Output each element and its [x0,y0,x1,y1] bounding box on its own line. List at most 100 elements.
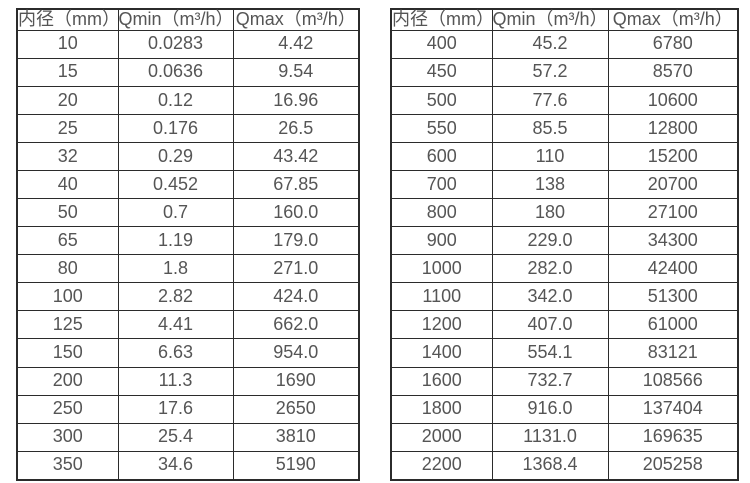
table-cell: 20 [16,85,119,115]
table-cell: 61000 [607,310,739,340]
table-cell: 732.7 [491,366,609,396]
table-row: 800 180 27100 [390,198,739,228]
table-row: 150 6.63 954.0 [16,338,360,368]
table-cell: 1131.0 [491,422,609,452]
table-cell: 250 [16,394,119,424]
table-cell: 4.41 [117,310,234,340]
table-cell: 25.4 [117,422,234,452]
table-cell: 6780 [607,29,739,59]
table-row: 2200 1368.4 205258 [390,450,739,481]
column-header: Qmin（m³/h） [491,8,609,31]
table-row: 1100 342.0 51300 [390,282,739,312]
table-cell: 1100 [390,282,493,312]
table-row: 10 0.0283 4.42 [16,29,360,59]
table-cell: 2650 [232,394,360,424]
table-cell: 229.0 [491,226,609,256]
table-row: 700 138 20700 [390,170,739,200]
table-cell: 100 [16,282,119,312]
header-row: 内径（mm） Qmin（m³/h） Qmax（m³/h） [390,8,739,31]
table-cell: 10600 [607,85,739,115]
table-cell: 34300 [607,226,739,256]
table-row: 200 11.3 1690 [16,366,360,396]
table-cell: 40 [16,170,119,200]
table-cell: 0.0636 [117,57,234,87]
table-row: 500 77.6 10600 [390,85,739,115]
table-cell: 43.42 [232,142,360,172]
table-cell: 0.452 [117,170,234,200]
table-cell: 342.0 [491,282,609,312]
table-row: 550 85.5 12800 [390,113,739,144]
table-cell: 1690 [232,366,360,396]
table-cell: 400 [390,29,493,59]
table-row: 32 0.29 43.42 [16,142,360,172]
table-cell: 200 [16,366,119,396]
table-row: 80 1.8 271.0 [16,254,360,284]
column-header: Qmax（m³/h） [607,8,739,31]
table-cell: 51300 [607,282,739,312]
table-cell: 1200 [390,310,493,340]
table-row: 50 0.7 160.0 [16,198,360,228]
table-cell: 0.0283 [117,29,234,59]
table-cell: 0.12 [117,85,234,115]
table-cell: 45.2 [491,29,609,59]
table-row: 65 1.19 179.0 [16,226,360,256]
table-cell: 954.0 [232,338,360,368]
table-cell: 27100 [607,198,739,228]
table-row: 100 2.82 424.0 [16,282,360,312]
table-cell: 662.0 [232,310,360,340]
flow-rate-table-large-diameters: 内径（mm） Qmin（m³/h） Qmax（m³/h） 400 45.2 6780 45… [390,8,739,481]
table-row: 1200 407.0 61000 [390,310,739,340]
table-cell: 1368.4 [491,450,609,481]
table-cell: 179.0 [232,226,360,256]
table-cell: 450 [390,57,493,87]
table-cell: 15200 [607,142,739,172]
column-header: 内径（mm） [390,8,494,31]
column-header: Qmax（m³/h） [232,8,360,31]
table-cell: 1000 [390,254,493,284]
table-cell: 1.19 [117,226,234,256]
table-cell: 916.0 [491,394,609,424]
table-cell: 169635 [607,422,739,452]
column-header: Qmin（m³/h） [117,8,234,31]
table-cell: 26.5 [232,113,360,144]
table-cell: 20700 [607,170,739,200]
table-row: 300 25.4 3810 [16,422,360,452]
table-cell: 1800 [390,394,493,424]
table-cell: 83121 [607,338,739,368]
table-cell: 11.3 [117,366,234,396]
table-cell: 0.7 [117,198,234,228]
table-cell: 2000 [390,422,493,452]
table-cell: 77.6 [491,85,609,115]
table-cell: 180 [491,198,609,228]
table-cell: 8570 [607,57,739,87]
table-cell: 600 [390,142,493,172]
table-cell: 34.6 [117,450,234,481]
table-cell: 1400 [390,338,493,368]
table-cell: 80 [16,254,119,284]
table-cell: 160.0 [232,198,360,228]
table-row: 1000 282.0 42400 [390,254,739,284]
table-cell: 550 [390,113,493,144]
table-cell: 205258 [607,450,739,481]
table-cell: 16.96 [232,85,360,115]
table-row: 450 57.2 8570 [390,57,739,87]
table-cell: 85.5 [491,113,609,144]
table-cell: 900 [390,226,493,256]
table-cell: 108566 [607,366,739,396]
table-cell: 350 [16,450,119,481]
table-cell: 700 [390,170,493,200]
table-cell: 407.0 [491,310,609,340]
table-row: 125 4.41 662.0 [16,310,360,340]
table-cell: 5190 [232,450,360,481]
table-cell: 150 [16,338,119,368]
table-cell: 67.85 [232,170,360,200]
table-cell: 4.42 [232,29,360,59]
table-cell: 138 [491,170,609,200]
table-row: 25 0.176 26.5 [16,113,360,144]
table-row: 1800 916.0 137404 [390,394,739,424]
table-cell: 25 [16,113,119,144]
table-cell: 1600 [390,366,493,396]
table-cell: 57.2 [491,57,609,87]
table-cell: 42400 [607,254,739,284]
